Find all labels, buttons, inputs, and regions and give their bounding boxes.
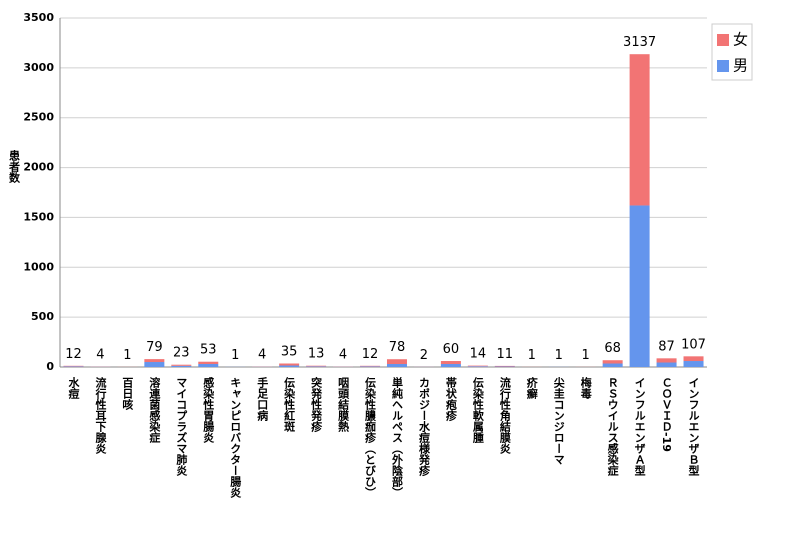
total-label: 14 bbox=[470, 347, 487, 362]
bar-segment bbox=[198, 364, 219, 367]
x-tick-label: 突発性発疹 bbox=[310, 376, 324, 433]
x-tick-label: ＲＳウイルス感染症 bbox=[606, 377, 619, 477]
total-label: 107 bbox=[681, 337, 706, 352]
bar-segment bbox=[440, 364, 461, 367]
total-label: 68 bbox=[604, 341, 621, 356]
y-tick-label: 1500 bbox=[23, 210, 54, 223]
bar-segment bbox=[360, 366, 381, 367]
bar-segment bbox=[602, 360, 623, 364]
legend-swatch bbox=[717, 34, 729, 46]
total-label: 4 bbox=[96, 348, 104, 363]
y-tick-label: 3000 bbox=[23, 61, 54, 74]
total-label: 1 bbox=[123, 348, 131, 363]
bar-segment bbox=[171, 365, 192, 367]
total-label: 2 bbox=[420, 348, 428, 363]
total-label: 60 bbox=[443, 342, 460, 357]
bar-segment bbox=[440, 361, 461, 365]
x-tick-label: インフルエンザＢ型 bbox=[687, 377, 700, 477]
total-label: 78 bbox=[389, 340, 406, 355]
bar-segment bbox=[360, 365, 381, 367]
bar-segment bbox=[683, 361, 704, 367]
x-tick-label: ＣＯＶＩＤ-19 bbox=[660, 377, 673, 452]
total-label: 1 bbox=[555, 348, 563, 363]
x-tick-label: 感染性胃腸炎 bbox=[202, 376, 215, 444]
bar-segment bbox=[63, 365, 84, 367]
total-label: 12 bbox=[362, 347, 379, 362]
y-tick-label: 1000 bbox=[23, 260, 54, 273]
x-tick-label: 梅毒 bbox=[579, 376, 592, 400]
x-tick-label: 伝染性軟属腫 bbox=[471, 376, 484, 444]
total-label: 13 bbox=[308, 347, 325, 362]
bar-segment bbox=[467, 365, 488, 367]
total-label: 11 bbox=[497, 347, 514, 362]
x-tick-label: 百日咳 bbox=[121, 377, 134, 411]
x-tick-label: 帯状疱疹 bbox=[444, 376, 457, 422]
total-label: 87 bbox=[658, 339, 675, 354]
legend-label: 女 bbox=[733, 31, 748, 49]
x-tick-label: 溶連菌感染症 bbox=[148, 376, 161, 444]
x-tick-label: 尖圭コンジローマ bbox=[552, 376, 565, 465]
x-tick-label: 流行性角結膜炎 bbox=[498, 376, 512, 455]
total-label: 79 bbox=[146, 340, 163, 355]
x-tick-label: 水痘 bbox=[67, 376, 80, 400]
x-tick-label: 流行性耳下腺炎 bbox=[94, 376, 108, 455]
total-label: 53 bbox=[200, 343, 217, 358]
bar-segment bbox=[171, 364, 192, 366]
total-label: 3137 bbox=[623, 35, 656, 50]
x-tick-label: 手足口病 bbox=[256, 376, 269, 422]
bar-segment bbox=[602, 363, 623, 367]
legend-swatch bbox=[717, 60, 729, 72]
x-tick-label: 疥癬 bbox=[525, 376, 538, 400]
x-tick-label: キャンピロバクター腸炎 bbox=[229, 377, 242, 499]
legend-label: 男 bbox=[733, 57, 748, 75]
x-tick-label: 咽頭結膜熱 bbox=[337, 377, 350, 433]
x-tick-label: 伝染性膿痂疹（とびひ） bbox=[364, 376, 378, 498]
y-tick-label: 0 bbox=[46, 360, 54, 373]
bar-segment bbox=[629, 54, 650, 206]
y-tick-label: 500 bbox=[31, 310, 54, 323]
x-tick-label: 伝染性紅斑 bbox=[283, 376, 296, 433]
total-label: 4 bbox=[258, 348, 266, 363]
bar-segment bbox=[656, 358, 677, 363]
total-label: 35 bbox=[281, 345, 298, 360]
bar-segment bbox=[279, 365, 300, 367]
total-label: 4 bbox=[339, 348, 347, 363]
bar-segment bbox=[144, 362, 165, 367]
bar-segment bbox=[386, 364, 407, 367]
total-label: 23 bbox=[173, 346, 190, 361]
bar-segment bbox=[683, 356, 704, 362]
total-label: 1 bbox=[528, 348, 536, 363]
total-label: 1 bbox=[582, 348, 590, 363]
bar-segment bbox=[63, 366, 84, 367]
bar-segment bbox=[198, 361, 219, 365]
bar-segment bbox=[144, 359, 165, 363]
x-tick-label: インフルエンザＡ型 bbox=[633, 377, 646, 477]
y-tick-label: 2000 bbox=[23, 161, 54, 174]
bar-segment bbox=[656, 362, 677, 367]
bar-segment bbox=[306, 365, 327, 367]
y-tick-label: 3500 bbox=[23, 11, 54, 24]
x-tick-label: マイコプラズマ肺炎 bbox=[175, 377, 188, 477]
bar-segment bbox=[629, 205, 650, 367]
y-tick-label: 2500 bbox=[23, 111, 54, 124]
bar-segment bbox=[494, 365, 515, 367]
x-tick-label: 単純ヘルペス（外陰部） bbox=[390, 376, 404, 498]
bar-segment bbox=[306, 366, 327, 367]
total-label: 1 bbox=[231, 348, 239, 363]
total-label: 12 bbox=[65, 347, 82, 362]
bar-segment bbox=[279, 363, 300, 366]
x-tick-label: カポジー水痘様発疹 bbox=[417, 377, 431, 477]
bar-segment bbox=[467, 366, 488, 367]
y-axis-label: 患者数 bbox=[8, 149, 22, 184]
bar-segment bbox=[386, 359, 407, 365]
legend-box bbox=[711, 23, 753, 81]
